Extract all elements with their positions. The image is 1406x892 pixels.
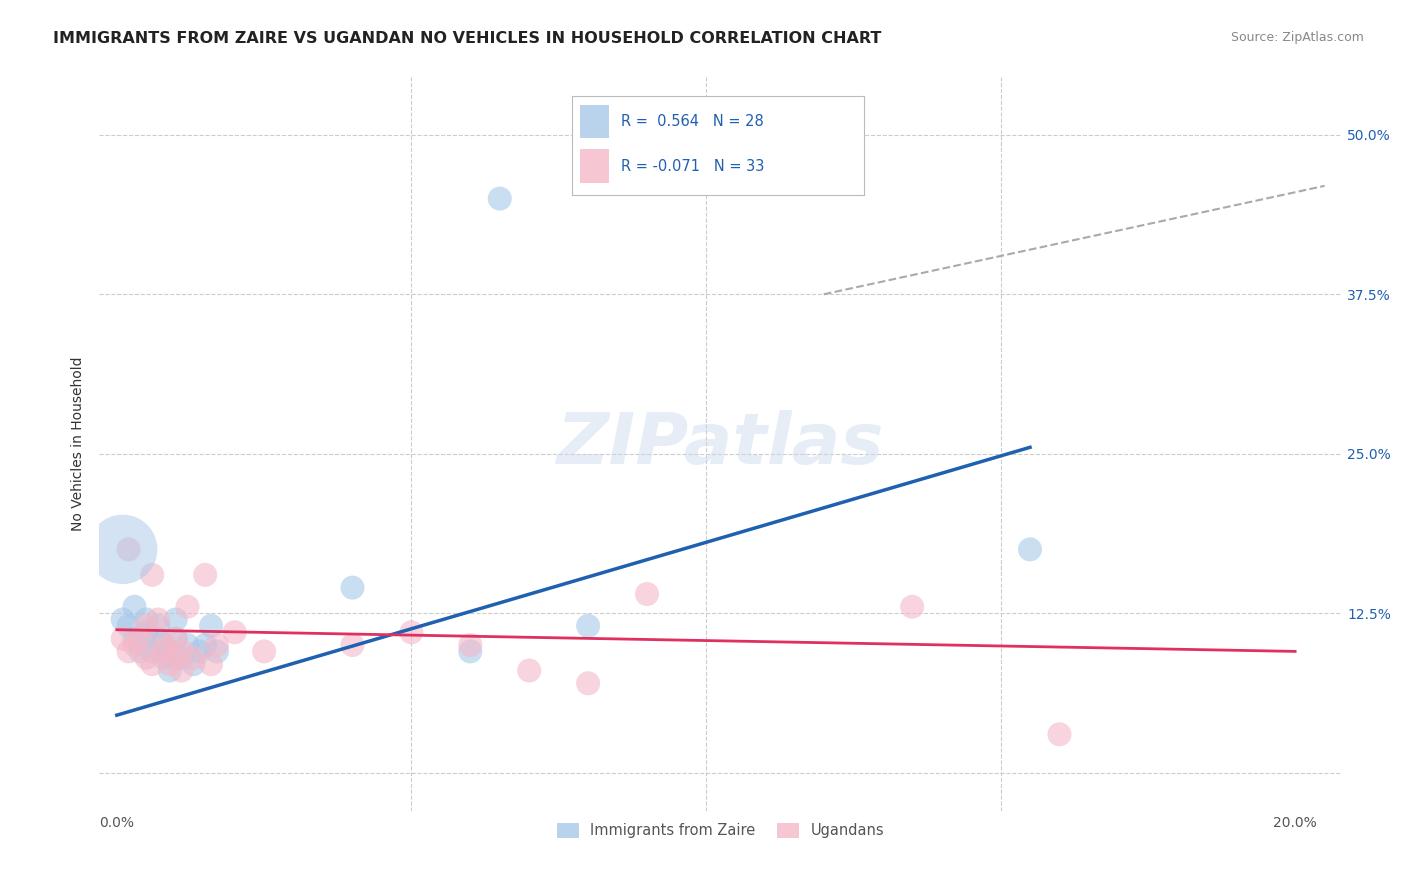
Point xyxy=(401,625,423,640)
Point xyxy=(146,619,169,633)
Legend: Immigrants from Zaire, Ugandans: Immigrants from Zaire, Ugandans xyxy=(551,817,890,844)
Point xyxy=(117,644,139,658)
Point xyxy=(576,676,599,690)
Point xyxy=(901,599,924,614)
Point xyxy=(342,581,364,595)
Point xyxy=(170,650,193,665)
Text: IMMIGRANTS FROM ZAIRE VS UGANDAN NO VEHICLES IN HOUSEHOLD CORRELATION CHART: IMMIGRANTS FROM ZAIRE VS UGANDAN NO VEHI… xyxy=(53,31,882,46)
Point xyxy=(135,650,157,665)
Point xyxy=(200,657,222,672)
Point xyxy=(124,638,146,652)
Point xyxy=(188,644,211,658)
Point xyxy=(141,567,163,582)
Point xyxy=(153,650,176,665)
Point xyxy=(153,644,176,658)
Point xyxy=(129,644,152,658)
Point xyxy=(636,587,658,601)
Point xyxy=(458,644,481,658)
Point xyxy=(194,567,217,582)
Point xyxy=(517,664,540,678)
Point xyxy=(159,657,181,672)
Point xyxy=(165,650,187,665)
Point xyxy=(111,613,134,627)
Point xyxy=(1019,542,1042,557)
Y-axis label: No Vehicles in Household: No Vehicles in Household xyxy=(72,357,86,532)
Point xyxy=(135,613,157,627)
Point xyxy=(141,657,163,672)
Point xyxy=(129,632,152,646)
Point xyxy=(170,664,193,678)
Point xyxy=(111,632,134,646)
Point xyxy=(342,638,364,652)
Point xyxy=(146,613,169,627)
Text: ZIPatlas: ZIPatlas xyxy=(557,409,884,479)
Point xyxy=(200,619,222,633)
Point xyxy=(159,644,181,658)
Point xyxy=(165,632,187,646)
Point xyxy=(176,638,198,652)
Point xyxy=(165,632,187,646)
Point xyxy=(153,638,176,652)
Point xyxy=(141,644,163,658)
Point xyxy=(176,599,198,614)
Point xyxy=(183,657,205,672)
Point xyxy=(183,650,205,665)
Point xyxy=(135,625,157,640)
Point xyxy=(135,619,157,633)
Point xyxy=(170,644,193,658)
Point xyxy=(159,664,181,678)
Point xyxy=(153,638,176,652)
Point xyxy=(117,619,139,633)
Point xyxy=(111,542,134,557)
Point xyxy=(458,638,481,652)
Point xyxy=(224,625,246,640)
Point xyxy=(1049,727,1071,741)
Point xyxy=(165,613,187,627)
Point xyxy=(117,542,139,557)
Point xyxy=(124,599,146,614)
Point xyxy=(205,644,228,658)
Point xyxy=(488,192,510,206)
Point xyxy=(146,632,169,646)
Point xyxy=(205,638,228,652)
Point xyxy=(576,619,599,633)
Point xyxy=(124,632,146,646)
Point xyxy=(194,638,217,652)
Point xyxy=(253,644,276,658)
Text: Source: ZipAtlas.com: Source: ZipAtlas.com xyxy=(1230,31,1364,45)
